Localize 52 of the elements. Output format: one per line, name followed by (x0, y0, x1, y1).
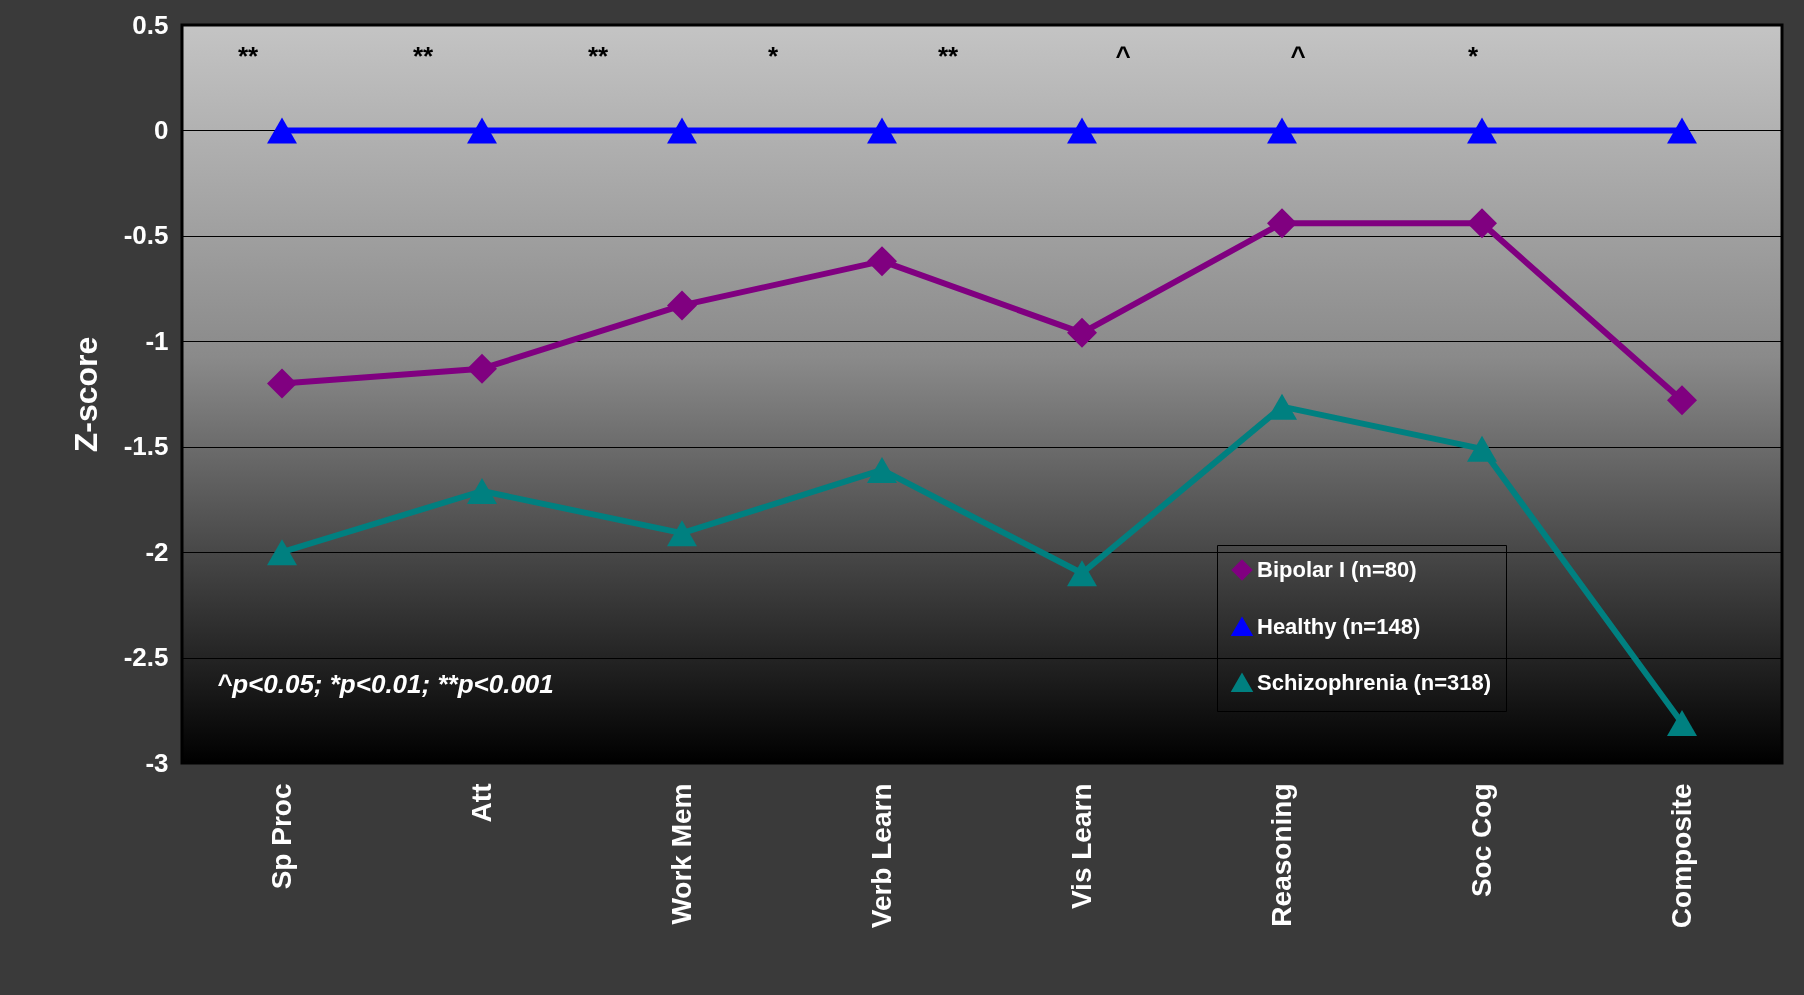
point (467, 478, 497, 504)
point (867, 456, 897, 483)
legend-label: Healthy (n=148) (1257, 614, 1421, 639)
legend-label: Schizophrenia (n=318) (1257, 670, 1492, 695)
point (267, 368, 297, 399)
annotation: ^ (1115, 41, 1131, 71)
y-axis-title: Z-score (67, 336, 104, 453)
x-tick-label: Composite (1665, 783, 1697, 929)
annotation: ^ (1290, 41, 1306, 71)
y-tick-label: -2.5 (123, 642, 169, 673)
y-tick-label: 0.5 (132, 9, 169, 40)
y-tick-label: -1.5 (123, 431, 169, 462)
point (267, 539, 297, 566)
point (1667, 385, 1697, 416)
point (1467, 208, 1497, 239)
x-tick-label: Sp Proc (265, 783, 297, 890)
point (1067, 560, 1097, 587)
annotation: * (1467, 41, 1479, 71)
y-tick-label: -3 (145, 747, 169, 778)
point (1667, 117, 1697, 144)
point (1067, 317, 1097, 348)
y-tick-label: -0.5 (123, 220, 169, 251)
point (267, 117, 297, 144)
point (1067, 117, 1097, 144)
point (1267, 117, 1297, 144)
y-tick-label: -2 (145, 536, 169, 567)
annotation: ^p<0.05; *p<0.01; **p<0.001 (217, 669, 554, 699)
x-tick-label: Att (465, 783, 497, 823)
x-tick-label: Work Mem (665, 783, 697, 925)
point (667, 520, 697, 547)
point (1267, 208, 1297, 239)
x-tick-label: Verb Learn (865, 783, 897, 929)
point (1667, 709, 1697, 736)
point (467, 117, 497, 144)
x-tick-label: Soc Cog (1465, 783, 1497, 898)
point (1467, 117, 1497, 144)
x-tick-label: Vis Learn (1065, 783, 1097, 910)
annotation: * (767, 41, 779, 71)
x-tick-label: Reasoning (1265, 783, 1297, 927)
annotation: ** (587, 41, 609, 71)
point (867, 246, 897, 277)
point (467, 353, 497, 384)
y-tick-label: 0 (154, 114, 169, 145)
point (667, 117, 697, 144)
point (667, 290, 697, 321)
legend-label: Bipolar I (n=80) (1257, 557, 1417, 582)
point (867, 117, 897, 144)
annotation: ** (937, 41, 959, 71)
annotation: ** (412, 41, 434, 71)
point (1467, 435, 1497, 462)
annotation: ** (237, 41, 259, 71)
y-tick-label: -1 (145, 325, 169, 356)
